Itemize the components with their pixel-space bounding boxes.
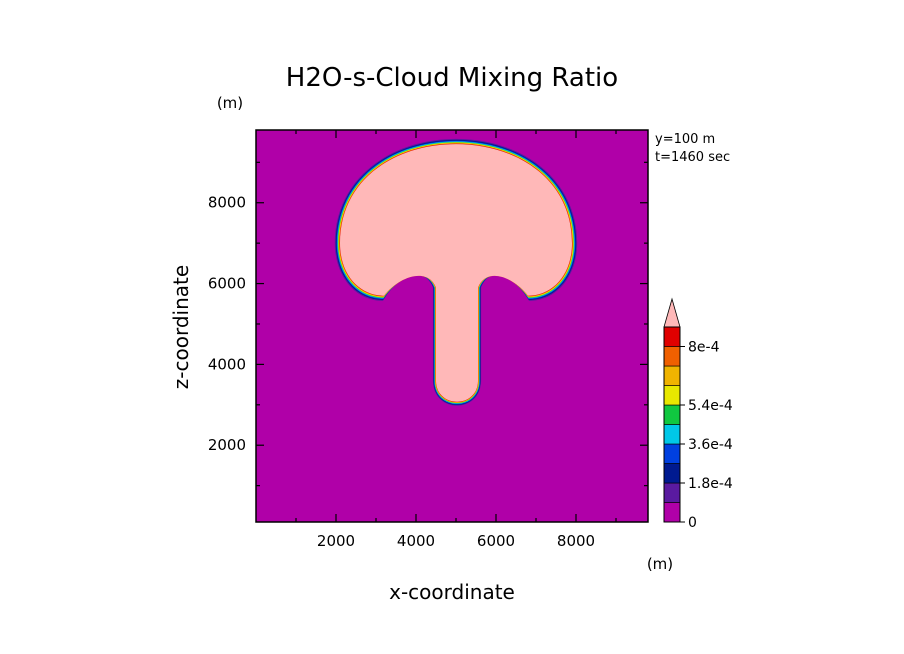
- x-tick-label: 4000: [397, 532, 435, 550]
- colorbar-swatch: [663, 424, 681, 445]
- colorbar-frame: [663, 326, 681, 523]
- colorbar-label: 8e-4: [688, 340, 720, 356]
- contour-band-10: [340, 144, 572, 402]
- y-tick-label: 6000: [208, 275, 246, 293]
- colorbar-swatch: [663, 326, 681, 347]
- y-axis-label: z-coordinate: [169, 265, 193, 389]
- y-unit-label: (m): [217, 94, 243, 112]
- y-tick-label: 8000: [208, 194, 246, 212]
- x-tick-label: 8000: [557, 532, 595, 550]
- colorbar-swatch: [663, 482, 681, 503]
- chart-title: H2O-s-Cloud Mixing Ratio: [286, 63, 618, 93]
- colorbar-swatch: [663, 502, 681, 523]
- x-tick-label: 2000: [317, 532, 355, 550]
- colorbar: 0 1.8e-4 3.6e-4 5.4e-4 8e-4: [663, 297, 733, 531]
- colorbar-label: 0: [688, 515, 697, 531]
- colorbar-swatch: [663, 463, 681, 484]
- x-axis-label: x-coordinate: [389, 580, 515, 604]
- y-tick-label: 2000: [208, 436, 246, 454]
- y-tick-label: 4000: [208, 355, 246, 373]
- colorbar-label: 1.8e-4: [688, 476, 733, 492]
- colorbar-swatch: [663, 443, 681, 464]
- info-line-1: y=100 m: [655, 132, 715, 147]
- colorbar-swatch: [663, 346, 681, 367]
- colorbar-swatch: [663, 404, 681, 425]
- plot-area: [255, 129, 649, 523]
- y-axis-ticks: 2000 4000 6000 8000: [208, 161, 648, 487]
- colorbar-label: 5.4e-4: [688, 398, 733, 414]
- plot-frame: [255, 129, 649, 523]
- info-line-2: t=1460 sec: [655, 150, 730, 165]
- colorbar-extend-triangle: [663, 297, 681, 328]
- x-tick-label: 6000: [477, 532, 515, 550]
- x-unit-label: (m): [647, 555, 673, 573]
- x-axis-ticks: 2000 4000 6000 8000: [295, 130, 617, 550]
- colorbar-swatch: [663, 385, 681, 406]
- colorbar-swatch: [663, 365, 681, 386]
- colorbar-label: 3.6e-4: [688, 437, 733, 453]
